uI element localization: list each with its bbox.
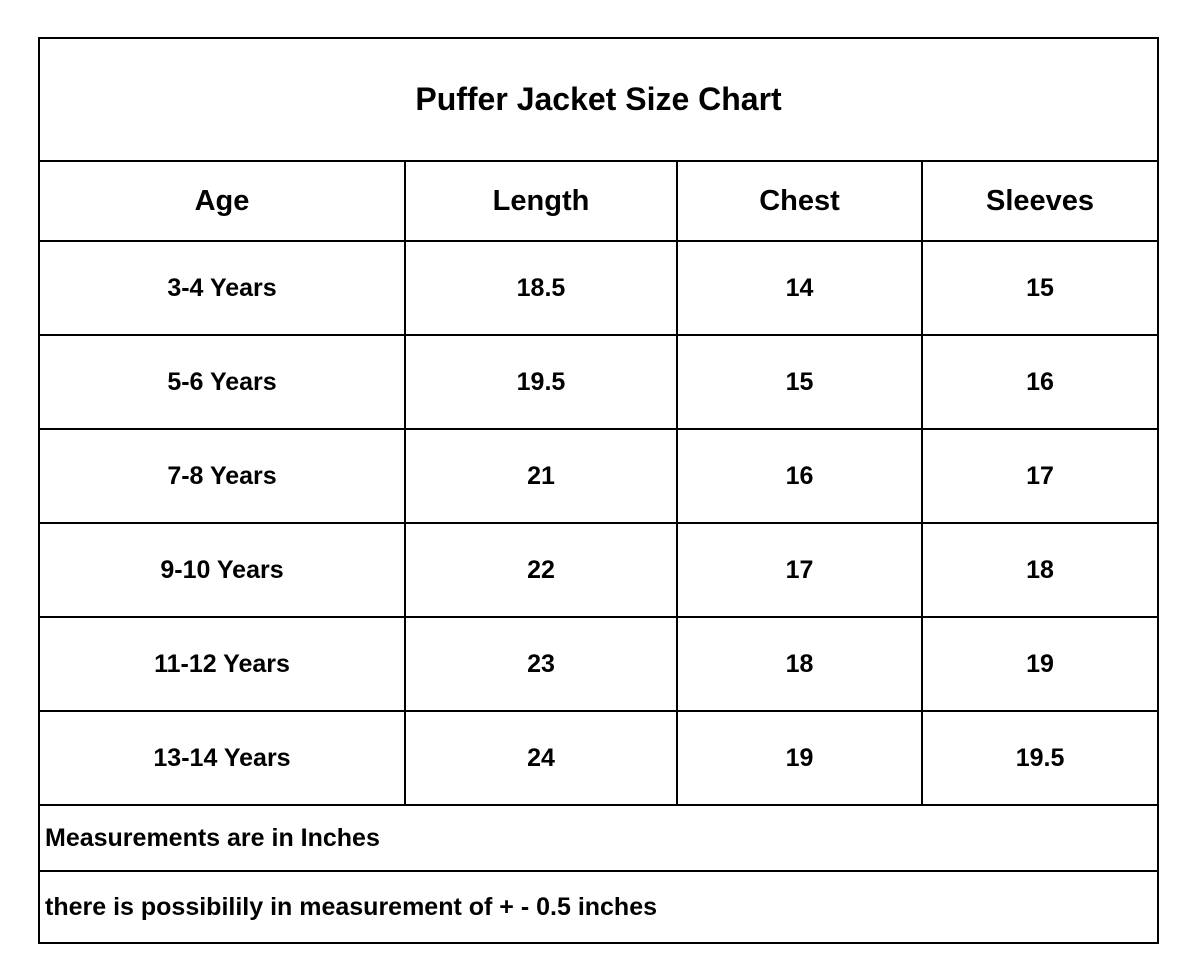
column-header-age: Age: [38, 160, 406, 242]
table-row: 3-4 Years 18.5 14 15: [38, 240, 1160, 336]
table-row: 5-6 Years 19.5 15 16: [38, 334, 1160, 430]
cell-sleeves: 19: [920, 616, 1160, 712]
header-row: Age Length Chest Sleeves: [38, 160, 1160, 242]
cell-sleeves: 17: [920, 428, 1160, 524]
cell-chest: 17: [676, 522, 923, 618]
cell-sleeves: 18: [920, 522, 1160, 618]
cell-age: 7-8 Years: [38, 428, 406, 524]
cell-chest: 15: [676, 334, 923, 430]
column-header-length: Length: [404, 160, 678, 242]
cell-age: 9-10 Years: [38, 522, 406, 618]
cell-length: 22: [404, 522, 678, 618]
cell-age: 11-12 Years: [38, 616, 406, 712]
cell-chest: 14: [676, 240, 923, 336]
cell-sleeves: 16: [920, 334, 1160, 430]
chart-title: Puffer Jacket Size Chart: [37, 37, 1160, 162]
cell-sleeves: 19.5: [920, 710, 1160, 806]
note-2: there is possibilily in measurement of +…: [37, 870, 1160, 944]
cell-age: 3-4 Years: [38, 240, 406, 336]
table-row: 9-10 Years 22 17 18: [38, 522, 1160, 618]
cell-chest: 16: [676, 428, 923, 524]
column-header-chest: Chest: [676, 160, 923, 242]
table-row: 7-8 Years 21 16 17: [38, 428, 1160, 524]
cell-chest: 18: [676, 616, 923, 712]
table-row: 13-14 Years 24 19 19.5: [38, 710, 1160, 806]
size-chart-table: Puffer Jacket Size Chart Age Length Ches…: [37, 37, 1160, 944]
cell-age: 5-6 Years: [38, 334, 406, 430]
cell-length: 18.5: [404, 240, 678, 336]
cell-length: 21: [404, 428, 678, 524]
cell-length: 19.5: [404, 334, 678, 430]
cell-chest: 19: [676, 710, 923, 806]
cell-age: 13-14 Years: [38, 710, 406, 806]
table-row: 11-12 Years 23 18 19: [38, 616, 1160, 712]
cell-length: 24: [404, 710, 678, 806]
column-header-sleeves: Sleeves: [920, 160, 1160, 242]
cell-length: 23: [404, 616, 678, 712]
note-1: Measurements are in Inches: [37, 804, 1160, 872]
cell-sleeves: 15: [920, 240, 1160, 336]
